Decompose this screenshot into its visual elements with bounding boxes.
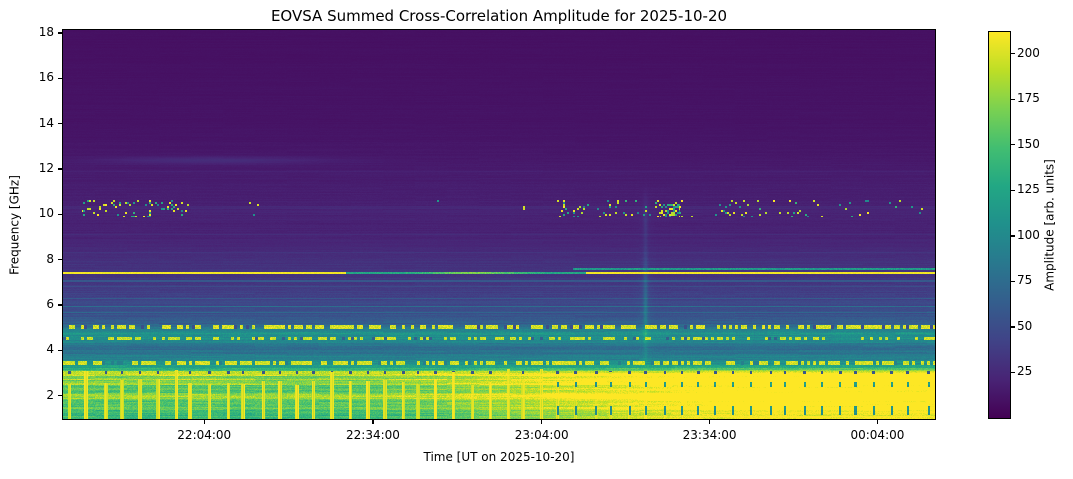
x-tick-label: 22:34:00 (346, 428, 400, 442)
colorbar-tick-label: 200 (1017, 45, 1040, 60)
y-tick-mark (58, 77, 63, 79)
spectrogram-heatmap (63, 30, 935, 419)
colorbar-tick-label: 75 (1017, 273, 1033, 288)
y-tick-mark (58, 259, 63, 261)
x-tick-label: 23:04:00 (514, 428, 569, 442)
y-tick-label: 10 (38, 206, 54, 221)
x-tick-label: 00:04:00 (850, 428, 905, 442)
x-tick-mark (203, 419, 205, 424)
spectrogram-plot-area (62, 29, 936, 420)
colorbar-tick-mark (1010, 53, 1015, 55)
y-tick-mark (58, 123, 63, 125)
colorbar (988, 31, 1011, 419)
y-tick-label: 8 (46, 251, 54, 266)
y-axis-label: Frequency [GHz] (7, 175, 22, 275)
y-tick-label: 16 (38, 70, 54, 85)
x-tick-mark (876, 419, 879, 424)
x-tick-mark (708, 419, 711, 424)
colorbar-tick-mark (1010, 189, 1015, 191)
y-tick-mark (58, 213, 63, 215)
x-tick-mark (541, 419, 543, 424)
y-tick-label: 4 (46, 342, 54, 357)
y-tick-label: 2 (46, 387, 54, 402)
colorbar-tick-label: 150 (1017, 136, 1040, 151)
colorbar-tick-label: 175 (1017, 91, 1040, 106)
y-tick-label: 18 (38, 24, 54, 39)
x-tick-label: 22:04:00 (177, 428, 232, 442)
colorbar-gradient (989, 32, 1010, 418)
colorbar-tick-mark (1010, 235, 1015, 237)
y-tick-mark (58, 32, 63, 34)
x-tick-mark (372, 419, 374, 424)
colorbar-tick-mark (1010, 144, 1015, 146)
colorbar-tick-mark (1010, 98, 1015, 100)
colorbar-label: Amplitude [arb. units] (1042, 159, 1057, 291)
colorbar-tick-mark (1010, 371, 1015, 374)
colorbar-tick-mark (1010, 280, 1015, 283)
colorbar-tick-mark (1010, 326, 1015, 328)
y-tick-mark (58, 395, 63, 397)
colorbar-tick-label: 50 (1017, 318, 1033, 333)
y-tick-mark (58, 349, 63, 351)
x-tick-label: 23:34:00 (682, 428, 737, 442)
y-tick-mark (58, 304, 63, 306)
y-tick-label: 6 (46, 296, 54, 311)
colorbar-tick-label: 100 (1017, 227, 1040, 242)
x-axis-label: Time [UT on 2025-10-20] (423, 450, 575, 464)
colorbar-tick-label: 125 (1017, 182, 1040, 197)
chart-title: EOVSA Summed Cross-Correlation Amplitude… (270, 7, 728, 25)
y-tick-label: 12 (38, 160, 54, 175)
y-tick-label: 14 (38, 115, 54, 130)
y-tick-mark (58, 168, 63, 170)
colorbar-tick-label: 25 (1017, 364, 1033, 379)
